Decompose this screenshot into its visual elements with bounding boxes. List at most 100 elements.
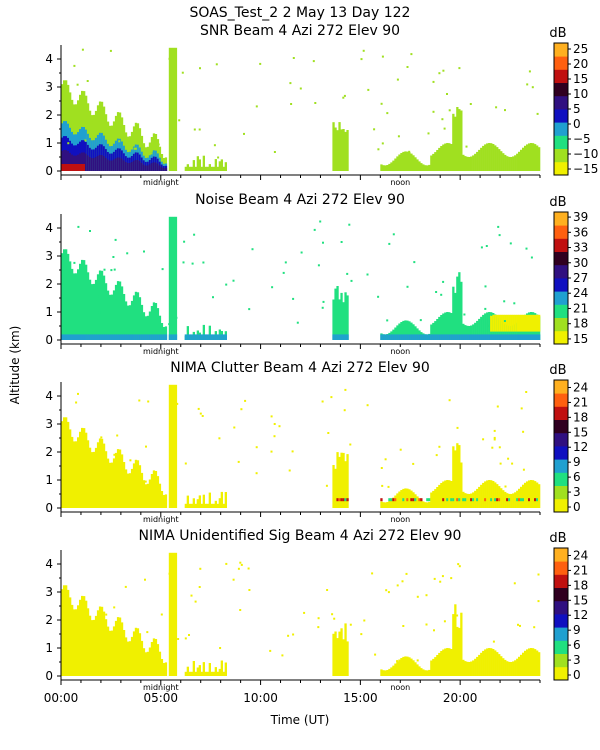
echo-speckle xyxy=(443,620,446,623)
echo-cell xyxy=(446,312,449,340)
echo-cell xyxy=(142,164,146,171)
echo-cell xyxy=(160,323,164,340)
echo-cell xyxy=(410,498,413,502)
echo-cell xyxy=(446,498,449,502)
echo-speckle xyxy=(292,633,295,636)
echo-cell xyxy=(92,158,96,171)
echo-cell xyxy=(482,650,485,676)
echo-cell xyxy=(472,334,475,340)
echo-speckle xyxy=(225,283,228,286)
echo-speckle xyxy=(519,624,521,627)
echo-cell xyxy=(210,671,213,676)
echo-cell xyxy=(406,498,409,502)
echo-speckle xyxy=(532,661,535,664)
colorbar-segment xyxy=(554,304,568,318)
echo-cell xyxy=(450,144,453,171)
echo-cell xyxy=(426,498,429,502)
echo-cell xyxy=(520,149,523,171)
echo-cell xyxy=(412,324,415,340)
echo-cell xyxy=(140,640,144,676)
echo-cell xyxy=(116,281,120,340)
echo-cell xyxy=(344,498,347,502)
echo-cell xyxy=(420,163,423,171)
echo-cell xyxy=(134,159,138,171)
echo-cell xyxy=(98,154,102,171)
echo-cell xyxy=(490,648,493,676)
echo-cell xyxy=(448,648,451,676)
echo-speckle xyxy=(416,659,419,662)
echo-speckle xyxy=(112,484,115,486)
y-tick-label: 2 xyxy=(45,445,53,459)
echo-speckle xyxy=(334,144,337,147)
echo-cell xyxy=(506,156,509,171)
echo-speckle xyxy=(396,660,399,663)
echo-cell xyxy=(454,292,457,340)
echo-cell xyxy=(438,316,441,340)
echo-cell xyxy=(506,498,509,502)
echo-cell xyxy=(486,312,489,340)
echo-speckle xyxy=(427,132,430,135)
echo-speckle xyxy=(458,67,461,70)
echo-cell xyxy=(436,334,439,340)
echo-cell xyxy=(536,498,539,502)
echo-cell xyxy=(384,165,387,171)
echo-speckle xyxy=(480,246,483,249)
echo-cell xyxy=(142,312,146,340)
echo-cell xyxy=(73,164,76,171)
echo-cell xyxy=(92,334,96,340)
echo-cell xyxy=(398,659,401,676)
echo-cell xyxy=(514,492,517,508)
echo-cell xyxy=(444,480,447,508)
echo-cell xyxy=(136,292,140,340)
echo-cell xyxy=(168,334,172,340)
echo-cell xyxy=(404,320,407,340)
echo-cell xyxy=(83,152,86,171)
echo-speckle xyxy=(343,94,346,97)
echo-cell xyxy=(124,637,128,676)
echo-speckle xyxy=(485,245,488,247)
echo-speckle xyxy=(107,463,110,466)
echo-cell xyxy=(204,334,207,340)
echo-cell xyxy=(224,662,227,676)
echo-cell xyxy=(456,107,459,171)
echo-cell xyxy=(456,334,459,340)
echo-cell xyxy=(506,314,509,332)
echo-cell xyxy=(162,334,166,340)
echo-speckle xyxy=(89,230,91,232)
echo-cell xyxy=(122,294,126,340)
echo-cell xyxy=(526,649,529,676)
echo-cell xyxy=(494,498,497,502)
echo-cell xyxy=(502,658,505,676)
echo-cell xyxy=(426,165,429,171)
echo-cell xyxy=(414,662,417,676)
echo-cell xyxy=(338,299,341,340)
echo-speckle xyxy=(525,247,528,250)
echo-cell xyxy=(342,302,345,340)
echo-cell xyxy=(85,334,88,340)
echo-cell xyxy=(428,334,431,340)
echo-cell xyxy=(476,656,479,676)
echo-speckle xyxy=(536,112,539,115)
echo-cell xyxy=(392,665,395,676)
echo-cell xyxy=(440,651,443,676)
echo-cell xyxy=(100,334,104,340)
echo-cell xyxy=(83,164,86,171)
echo-speckle xyxy=(380,102,383,105)
colorbar-segment xyxy=(554,82,568,97)
echo-cell xyxy=(124,469,128,508)
echo-cell xyxy=(396,334,399,340)
echo-cell xyxy=(61,421,64,508)
echo-cell xyxy=(510,662,513,676)
echo-cell xyxy=(454,604,457,676)
echo-cell xyxy=(484,144,487,171)
echo-cell xyxy=(164,334,168,340)
echo-cell xyxy=(480,334,483,340)
echo-speckle xyxy=(387,485,390,488)
echo-speckle xyxy=(377,295,380,298)
echo-cell xyxy=(532,143,535,171)
echo-speckle xyxy=(259,62,262,65)
echo-cell xyxy=(102,443,106,508)
echo-cell xyxy=(146,483,150,508)
echo-speckle xyxy=(507,457,510,460)
echo-cell xyxy=(470,498,473,502)
